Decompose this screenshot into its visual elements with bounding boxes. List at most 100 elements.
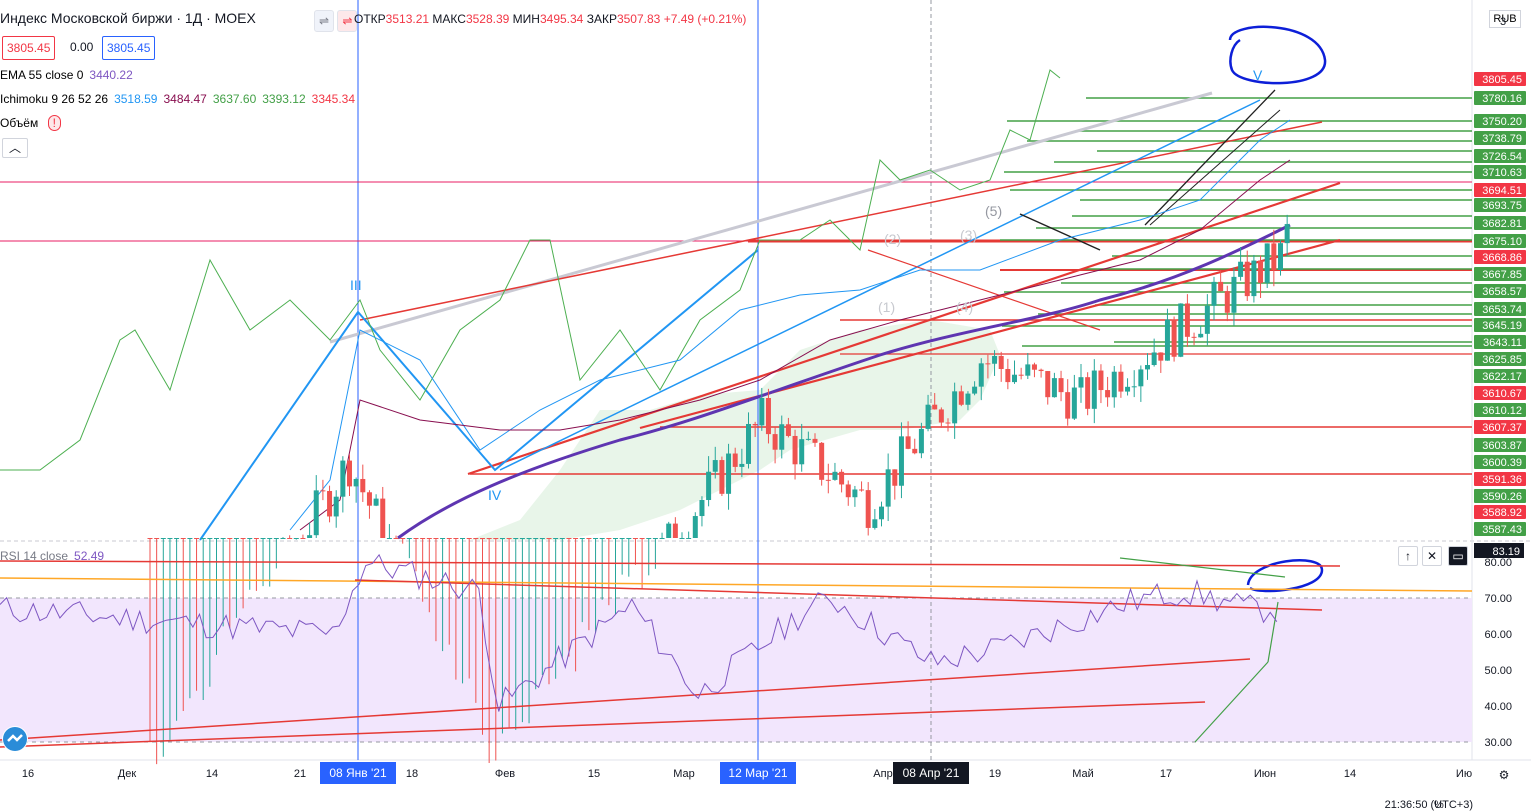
clock[interactable]: 21:36:50 (UTC+3)	[1384, 799, 1473, 811]
candle-body	[752, 423, 758, 426]
wave-label: (5)	[985, 203, 1002, 219]
trend-line	[359, 121, 1323, 321]
percent-toggle[interactable]: %	[1434, 799, 1444, 811]
currency-badge[interactable]: RUB	[1489, 10, 1521, 28]
rsi-line	[0, 553, 1278, 712]
candle-body	[932, 404, 938, 410]
date-highlight-tag	[893, 762, 969, 784]
compare-icon[interactable]: ⇌	[337, 10, 358, 32]
ema-legend[interactable]: EMA 55 close 0 3440.22	[0, 68, 133, 82]
candle-body	[985, 363, 991, 365]
symbol-title[interactable]: Индекс Московской биржи · 1Д · MOEX	[0, 10, 256, 26]
candle-body	[493, 538, 499, 539]
rsi-axis-label: 50.00	[1484, 665, 1512, 677]
candle-body	[666, 523, 672, 538]
candle-body	[825, 479, 831, 481]
candle-body	[1091, 370, 1097, 409]
candle-body	[227, 538, 233, 539]
candle-body	[247, 538, 253, 539]
candle-body	[1045, 371, 1051, 398]
candle-body	[233, 538, 239, 539]
price-axis-tag	[1474, 250, 1526, 264]
price-axis-tag	[1474, 472, 1526, 486]
candle-body	[526, 538, 532, 539]
candle-body	[280, 538, 286, 539]
price-axis-label: 3588.92	[1482, 507, 1522, 519]
trend-line	[639, 238, 1341, 430]
candle-body	[579, 538, 585, 539]
price-axis-tag	[1474, 335, 1526, 349]
candle-body	[719, 460, 725, 494]
hide-icon[interactable]: ⇌	[314, 10, 335, 32]
candle-body	[174, 538, 180, 539]
candle-body	[453, 538, 459, 539]
rsi-axis-label: 80.00	[1484, 557, 1512, 569]
trend-line	[1149, 109, 1281, 226]
volume-legend[interactable]: Объём !	[0, 115, 67, 131]
warning-icon[interactable]: !	[47, 115, 61, 131]
date-highlight-tag	[720, 762, 796, 784]
maximize-icon[interactable]: ▭	[1448, 546, 1468, 566]
candle-body	[1231, 276, 1237, 313]
candle-body	[619, 538, 625, 539]
price-axis-label: 3805.45	[1482, 74, 1522, 86]
candle-body	[194, 538, 200, 539]
price-axis-label: 3610.67	[1482, 388, 1522, 400]
candle-body	[918, 428, 924, 454]
candle-body	[426, 538, 432, 539]
move-up-icon[interactable]: ↑	[1398, 546, 1418, 566]
price-axis-label: 3726.54	[1482, 151, 1522, 163]
candle-body	[965, 393, 971, 405]
candle-body	[1191, 336, 1197, 338]
settings-icon[interactable]: ⚙	[1495, 766, 1513, 784]
indicator-menu-button[interactable]: ⇌ ⇌	[314, 10, 358, 32]
candle-body	[1078, 377, 1084, 388]
price-axis-label: 3610.12	[1482, 405, 1522, 417]
candle-body	[759, 397, 765, 426]
candle-body	[573, 538, 579, 539]
candle-body	[327, 490, 333, 517]
candle-body	[1131, 386, 1137, 388]
candle-body	[1258, 260, 1264, 283]
candle-body	[420, 538, 426, 539]
candle-body	[639, 538, 645, 539]
price-axis-label: 3622.17	[1482, 371, 1522, 383]
candle-body	[1204, 305, 1210, 334]
candle-body	[1145, 365, 1150, 370]
candle-body	[187, 538, 193, 539]
candle-body	[772, 434, 778, 450]
ichimoku-legend[interactable]: Ichimoku 9 26 52 26 3518.59 3484.47 3637.60…	[0, 92, 356, 106]
rsi-trend-line	[0, 701, 1206, 748]
rsi-axis-label: 30.00	[1484, 737, 1512, 749]
candle-body	[180, 538, 186, 539]
price-axis-label: 3682.81	[1482, 218, 1522, 230]
price-axis-label: 3710.63	[1482, 167, 1522, 179]
x-axis-label: 15	[588, 768, 600, 780]
sell-price-box[interactable]: 3805.45	[2, 36, 56, 60]
price-axis-tag	[1474, 72, 1526, 86]
candle-body	[154, 538, 160, 539]
candle-body	[460, 538, 466, 539]
candle-body	[320, 490, 326, 492]
price-axis-tag	[1474, 369, 1526, 383]
candle-body	[799, 439, 805, 465]
close-icon[interactable]: ✕	[1422, 546, 1442, 566]
candle-body	[978, 363, 984, 387]
rsi-legend[interactable]: RSI 14 close 52.49	[0, 549, 105, 563]
price-axis-label: 3587.43	[1482, 524, 1522, 536]
tradingview-logo[interactable]	[2, 726, 28, 752]
candle-body	[506, 538, 512, 539]
candle-body	[1211, 281, 1217, 306]
candle-body	[400, 538, 406, 539]
wave-label: (1)	[878, 299, 895, 315]
candle-body	[293, 538, 299, 539]
trend-line	[1144, 89, 1276, 226]
candle-body	[1238, 261, 1244, 277]
candle-body	[380, 498, 386, 538]
chevron-up-icon[interactable]: ︿	[2, 138, 28, 158]
buy-price-box[interactable]: 3805.45	[102, 36, 156, 60]
price-axis-tag	[1474, 455, 1526, 469]
price-axis-label: 3590.26	[1482, 491, 1522, 503]
candle-body	[785, 424, 791, 436]
